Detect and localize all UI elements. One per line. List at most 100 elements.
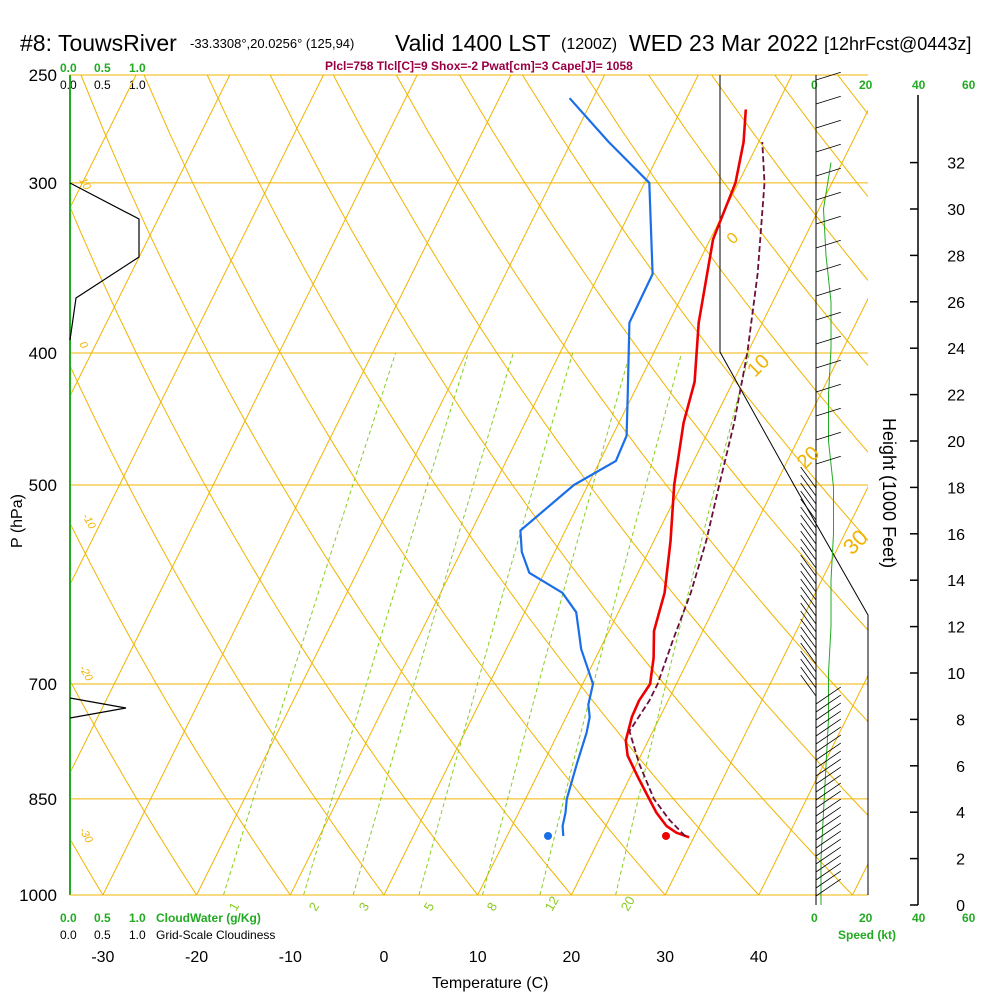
valid-date: WED 23 Mar 2022 bbox=[629, 30, 818, 56]
wind-barb bbox=[815, 878, 842, 897]
wind-barb bbox=[800, 570, 817, 593]
plot-frame bbox=[69, 75, 869, 905]
scale-tick: 0.5 bbox=[94, 78, 111, 92]
dry-adiabat bbox=[70, 364, 385, 895]
wind-barb bbox=[815, 830, 842, 849]
wind-panel-boundary bbox=[719, 75, 869, 895]
height-tick-label: 26 bbox=[947, 295, 965, 312]
isotherm-label: 0 bbox=[76, 340, 90, 352]
parcel-line bbox=[628, 141, 766, 837]
wind-barb bbox=[800, 514, 817, 537]
wind-barb bbox=[815, 702, 842, 721]
station-title: #8: TouwsRiver bbox=[20, 30, 177, 56]
scale-tick: 0.0 bbox=[60, 928, 77, 942]
speed-tick: 60 bbox=[962, 78, 976, 92]
wind-barb bbox=[815, 167, 841, 177]
wind-barb bbox=[800, 650, 817, 673]
wind-barb bbox=[815, 143, 841, 153]
wind-barb bbox=[815, 782, 842, 801]
wind-profile bbox=[800, 71, 842, 905]
height-tick-label: 16 bbox=[947, 527, 965, 544]
height-tick-label: 8 bbox=[956, 712, 965, 729]
wind-barb bbox=[800, 546, 817, 569]
surface-dewpoint-marker bbox=[544, 831, 552, 840]
dry-adiabat bbox=[0, 75, 9, 895]
x-tick-label: 0 bbox=[380, 949, 389, 966]
wind-barb bbox=[815, 846, 842, 865]
axis-ticks: -30 -20 -10 0 10 20 30 402503004005007008501000… bbox=[19, 66, 965, 966]
top-speed-scale: 0 20 40 60 bbox=[811, 78, 976, 92]
mixing-ratio-line bbox=[418, 352, 574, 895]
wind-barb bbox=[815, 758, 842, 777]
wind-barb bbox=[800, 642, 817, 665]
dry-adiabat bbox=[521, 75, 868, 542]
wind-barb bbox=[815, 766, 842, 785]
mixing-ratio-labels: 1 2 3 5 8 12 20 bbox=[226, 893, 638, 913]
surface-temperature-marker bbox=[662, 831, 670, 840]
wind-barb bbox=[800, 522, 817, 545]
wind-barb bbox=[815, 119, 841, 129]
wind-barb bbox=[815, 734, 842, 753]
dry-adiabat bbox=[80, 75, 572, 895]
top-cloudwater-scale: 0.0 0.5 1.0 bbox=[60, 61, 146, 75]
height-tick-label: 0 bbox=[956, 898, 965, 915]
mixing-ratio-label: 20 bbox=[618, 893, 638, 913]
bottom-cloudwater-scale: 0.0 0.5 1.0 CloudWater (g/Kg) bbox=[60, 911, 261, 925]
wind-barb bbox=[815, 359, 841, 369]
wind-barb bbox=[800, 466, 817, 489]
height-tick-label: 30 bbox=[947, 202, 965, 219]
wind-barb bbox=[815, 686, 842, 705]
dry-adiabat bbox=[648, 75, 868, 367]
wind-barb bbox=[815, 694, 842, 713]
height-tick-label: 32 bbox=[947, 156, 965, 173]
wind-barb bbox=[815, 431, 841, 441]
wind-barb bbox=[800, 658, 817, 681]
speed-tick: 0 bbox=[811, 78, 818, 92]
height-tick-label: 20 bbox=[947, 434, 965, 451]
isotherm-label: -30 bbox=[76, 826, 95, 847]
pressure-tick-label: 500 bbox=[29, 476, 57, 495]
isotherm-line bbox=[852, 862, 868, 895]
mixing-ratio-line bbox=[539, 352, 683, 895]
wind-barb bbox=[800, 554, 817, 577]
wind-barb bbox=[815, 407, 841, 417]
wind-barb bbox=[800, 490, 817, 513]
x-axis-label: Temperature (C) bbox=[432, 975, 548, 992]
cloudiness-label: Grid-Scale Cloudiness bbox=[156, 928, 275, 942]
wind-barb bbox=[815, 95, 841, 105]
wind-barb bbox=[815, 806, 842, 825]
height-tick-label: 18 bbox=[947, 480, 965, 497]
mixing-ratio-label: 2 bbox=[306, 900, 323, 914]
isobar-grid bbox=[70, 74, 868, 896]
wind-barb bbox=[800, 634, 817, 657]
wind-barb bbox=[815, 455, 841, 465]
isotherm-label: -20 bbox=[76, 664, 95, 685]
pressure-tick-label: 400 bbox=[29, 344, 57, 363]
height-tick-label: 14 bbox=[947, 573, 965, 590]
height-axis-label: Height (1000 Feet) bbox=[879, 418, 899, 568]
pressure-tick-label: 1000 bbox=[19, 886, 57, 905]
wind-barb bbox=[815, 718, 842, 737]
isotherm-label: 20 bbox=[793, 442, 824, 473]
bottom-speed-scale: 0 20 40 60 Speed (kt) bbox=[811, 911, 976, 942]
wind-barb bbox=[800, 578, 817, 601]
dry-adiabat bbox=[143, 75, 666, 895]
wind-speed-line bbox=[820, 162, 834, 905]
scale-tick: 1.0 bbox=[129, 928, 146, 942]
speed-tick: 40 bbox=[912, 911, 926, 925]
mixing-ratio-label: 3 bbox=[356, 900, 373, 914]
x-tick-label: -20 bbox=[185, 949, 208, 966]
valid-time: Valid 1400 LST bbox=[395, 30, 551, 56]
forecast-label: [12hrFcst@0443z] bbox=[824, 34, 971, 54]
scale-tick: 0.5 bbox=[94, 911, 111, 925]
wind-barb bbox=[815, 263, 841, 273]
dry-adiabat bbox=[395, 75, 868, 723]
scale-tick: 0.0 bbox=[60, 911, 77, 925]
scale-tick: 0.5 bbox=[94, 61, 111, 75]
height-tick-label: 12 bbox=[947, 620, 965, 637]
wind-barb bbox=[800, 594, 817, 617]
wind-barb bbox=[815, 870, 842, 889]
dewpoint-line bbox=[519, 97, 654, 837]
dry-adiabat bbox=[70, 679, 198, 895]
